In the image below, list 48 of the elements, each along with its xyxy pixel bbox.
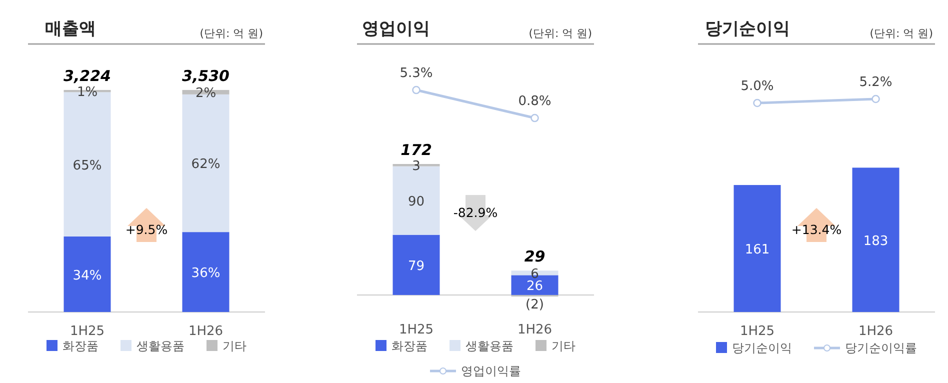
legend-label: 화장품 [62, 339, 98, 353]
legend-label: 화장품 [392, 339, 428, 353]
data-label: (2) [526, 298, 544, 312]
bar [64, 236, 111, 312]
data-label: 26 [526, 279, 544, 294]
data-label: 183 [863, 234, 888, 249]
total-label: 29 [524, 248, 546, 266]
annotation: 3,530 [182, 66, 230, 85]
legend-label: 영업이익률 [461, 364, 521, 378]
legend-label: 기타 [222, 339, 246, 353]
bar [182, 232, 230, 312]
data-label: 5.3% [400, 66, 433, 82]
legend-label: 기타 [552, 339, 576, 353]
annotation: -82.9% [453, 204, 498, 220]
data-label: 79 [408, 258, 425, 274]
chart-subtitle: (단위: 억 원) [528, 27, 592, 40]
x-tick-label: 1H26 [858, 324, 894, 339]
annotation: +13.4% [791, 222, 842, 237]
total-label: 172 [400, 141, 432, 160]
data-label: 34% [72, 268, 102, 284]
data-label: 62% [191, 157, 220, 172]
data-label: 3 [412, 159, 420, 174]
x-tick-label: 1H25 [740, 324, 775, 339]
data-label: 36% [191, 266, 220, 282]
chart-title: 영업이익 [362, 19, 430, 39]
chart-subtitle: (단위: 억 원) [200, 27, 263, 40]
data-label: 90 [408, 194, 425, 210]
annotation: 3,224 [64, 66, 111, 85]
bar [392, 234, 440, 295]
legend-label: 생활용품 [466, 339, 514, 353]
legend-label: 당기순이익률 [845, 341, 917, 355]
chart-title: 매출액 [45, 19, 96, 39]
x-tick-label: 1H25 [398, 322, 434, 338]
annotation: +9.5% [125, 222, 168, 237]
legend-label: 생활용품 [136, 339, 184, 353]
legend-label: 당기순이익 [732, 341, 792, 355]
data-label: 0.8% [518, 94, 552, 110]
data-label: 5.0% [740, 79, 774, 94]
chart-subtitle: (단위: 억 원) [870, 27, 933, 40]
data-label: 161 [744, 242, 770, 258]
data-label: 5.2% [859, 75, 892, 90]
data-label: 2% [195, 86, 216, 102]
x-tick-label: 1H26 [517, 322, 552, 338]
data-label: 65% [72, 158, 102, 174]
x-tick-label: 1H26 [188, 324, 224, 339]
x-tick-label: 1H25 [70, 324, 105, 339]
data-label: 1% [76, 85, 98, 100]
chart-title: 당기순이익 [705, 19, 790, 39]
